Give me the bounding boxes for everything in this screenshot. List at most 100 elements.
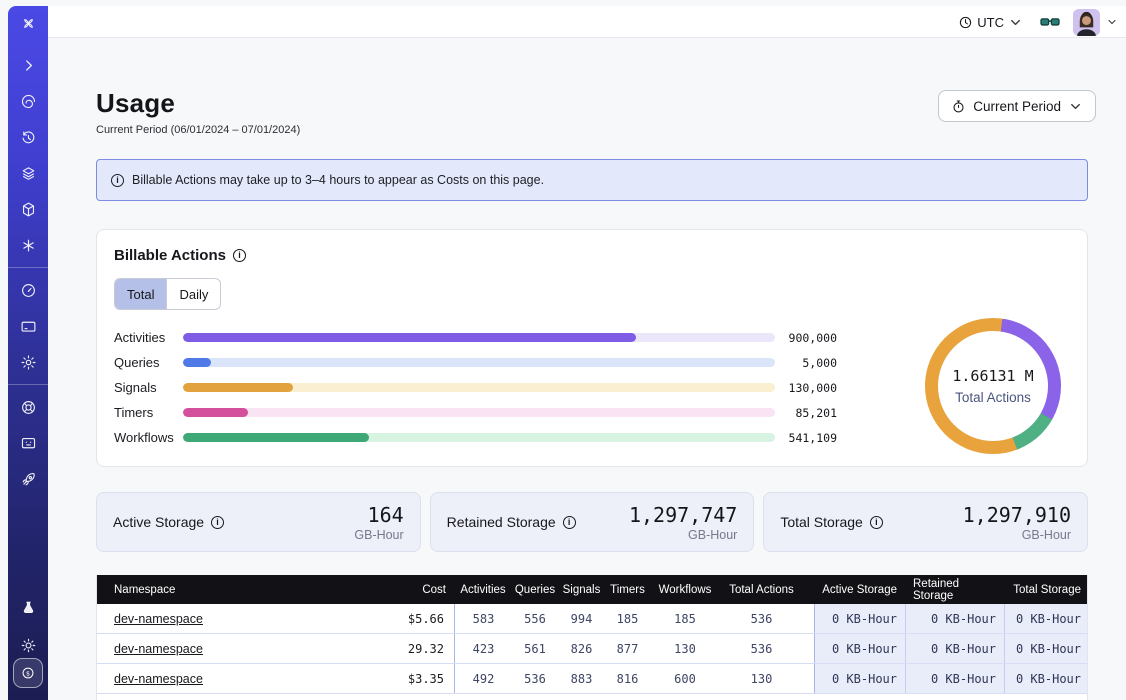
banner-text: Billable Actions may take up to 3–4 hour… (132, 173, 545, 187)
table-row-partial[interactable] (97, 694, 1087, 700)
total-actions-label: Total Actions (955, 390, 1031, 405)
col-header-total-storage: Total Storage (1013, 583, 1081, 596)
total-storage-label: Total Storage (780, 514, 883, 530)
namespace-usage-table: Namespace Cost Activities Queries Signal… (96, 575, 1088, 700)
bar-value: 85,201 (795, 405, 837, 420)
total-actions-donut: 1.66131 M Total Actions (925, 318, 1061, 454)
stopwatch-icon (953, 99, 964, 112)
col-header-retained-storage: Retained Storage (913, 577, 960, 602)
storage-unit: GB-Hour (688, 527, 738, 542)
bar-fill (183, 433, 370, 442)
namespace-link[interactable]: dev-namespace (114, 641, 203, 656)
storage-label-text: Retained Storage (446, 514, 556, 530)
bar-track (183, 358, 775, 367)
temporal-logo-icon[interactable] (8, 10, 48, 36)
col-header-total-actions: Total Actions (729, 583, 794, 596)
clock-icon (960, 16, 972, 28)
bar-label: Activities (114, 330, 166, 345)
cell-retained-storage: 0 KB-Hour (905, 664, 1004, 693)
cell-workflows: 185 (674, 611, 696, 626)
cell-signals: 826 (570, 641, 593, 656)
bar-value: 541,109 (788, 430, 837, 445)
info-icon[interactable] (211, 515, 225, 529)
total-storage-value: 1,297,910 (962, 502, 1072, 527)
bar-fill (183, 333, 637, 342)
cell-retained-storage: 0 KB-Hour (905, 634, 1004, 663)
retained-storage-card: Retained Storage 1,297,747 GB-Hour (429, 492, 755, 552)
period-selector-button[interactable]: Current Period (938, 90, 1096, 122)
timezone-selector[interactable]: UTC (958, 15, 1023, 30)
billable-actions-bar-chart: Activities 900,000 Queries 5,000 Signals… (114, 325, 837, 450)
getting-started-rocket-icon[interactable] (8, 466, 48, 492)
cell-retained-storage: 0 KB-Hour (905, 604, 1004, 633)
bar-row-activities: Activities 900,000 (114, 325, 837, 350)
layers-icon[interactable] (8, 160, 48, 186)
cell-timers: 816 (616, 671, 639, 686)
tab-daily[interactable]: Daily (179, 286, 209, 302)
cell-activities: 583 (454, 604, 512, 633)
namespace-link[interactable]: dev-namespace (114, 611, 203, 626)
topbar: UTC (48, 6, 1126, 38)
bar-track (183, 408, 775, 417)
cell-workflows: 600 (674, 671, 696, 686)
bar-fill (183, 408, 249, 417)
info-icon (111, 173, 124, 187)
glasses-icon (1040, 18, 1060, 26)
storage-label-text: Active Storage (113, 514, 205, 530)
page-title: Usage (96, 88, 176, 118)
table-header-row: Namespace Cost Activities Queries Signal… (97, 575, 1087, 604)
tab-total[interactable]: Total (115, 279, 168, 309)
cell-queries: 556 (524, 611, 546, 626)
retained-storage-value: 1,297,747 (628, 502, 738, 527)
chevron-down-icon (1071, 103, 1080, 109)
cell-total-actions: 536 (750, 641, 773, 656)
cube-icon[interactable] (8, 196, 48, 222)
support-lifebuoy-icon[interactable] (8, 394, 48, 420)
cell-timers: 877 (616, 641, 639, 656)
account-menu-button[interactable] (1106, 16, 1118, 28)
nexus-asterisk-icon[interactable] (8, 232, 48, 258)
cell-activities: 492 (454, 664, 512, 693)
bar-fill (183, 358, 211, 367)
theme-sun-icon[interactable] (8, 632, 48, 658)
sidebar-divider (8, 267, 48, 268)
cell-total-storage: 0 KB-Hour (1004, 664, 1087, 693)
namespace-link[interactable]: dev-namespace (114, 671, 203, 686)
info-icon[interactable] (869, 515, 883, 529)
feedback-monitor-icon[interactable] (8, 430, 48, 456)
bar-value: 5,000 (802, 355, 837, 370)
namespaces-icon[interactable] (8, 88, 48, 114)
storage-summary-row: Active Storage 164 GB-Hour Retained Stor… (96, 492, 1089, 552)
chevron-right-icon[interactable] (8, 52, 48, 78)
info-icon[interactable] (232, 249, 246, 262)
labs-flask-icon[interactable] (8, 594, 48, 620)
cell-workflows: 130 (674, 641, 696, 656)
col-header-signals: Signals (562, 583, 601, 596)
sidebar: $ (8, 6, 48, 700)
cell-total-actions: 130 (750, 671, 773, 686)
cell-active-storage: 0 KB-Hour (814, 664, 905, 693)
billable-actions-title: Billable Actions (114, 247, 246, 264)
dev-mode-glasses-button[interactable] (1039, 11, 1061, 33)
avatar[interactable] (1073, 8, 1100, 36)
col-header-queries: Queries (514, 583, 556, 596)
bar-label: Queries (114, 355, 160, 370)
bar-track (183, 383, 775, 392)
col-header-active-storage: Active Storage (822, 583, 897, 596)
bar-value: 900,000 (788, 330, 837, 345)
col-header-namespace: Namespace (114, 583, 176, 596)
cell-cost: $5.66 (407, 611, 444, 626)
schedules-icon[interactable] (8, 124, 48, 150)
billable-actions-card: Billable Actions Total Daily Activities … (96, 229, 1088, 467)
cell-activities: 423 (454, 634, 512, 663)
info-banner: Billable Actions may take up to 3–4 hour… (96, 159, 1088, 201)
donut-center: 1.66131 M Total Actions (938, 331, 1048, 441)
pricing-coin-button[interactable]: $ (13, 658, 43, 688)
billing-card-icon[interactable] (8, 313, 48, 339)
billable-view-tabs: Total Daily (114, 278, 222, 310)
cell-cost: $3.35 (407, 671, 444, 686)
info-icon[interactable] (562, 515, 576, 529)
settings-gear-icon[interactable] (8, 349, 48, 375)
svg-text:$: $ (26, 670, 30, 677)
usage-gauge-icon[interactable] (8, 277, 48, 303)
